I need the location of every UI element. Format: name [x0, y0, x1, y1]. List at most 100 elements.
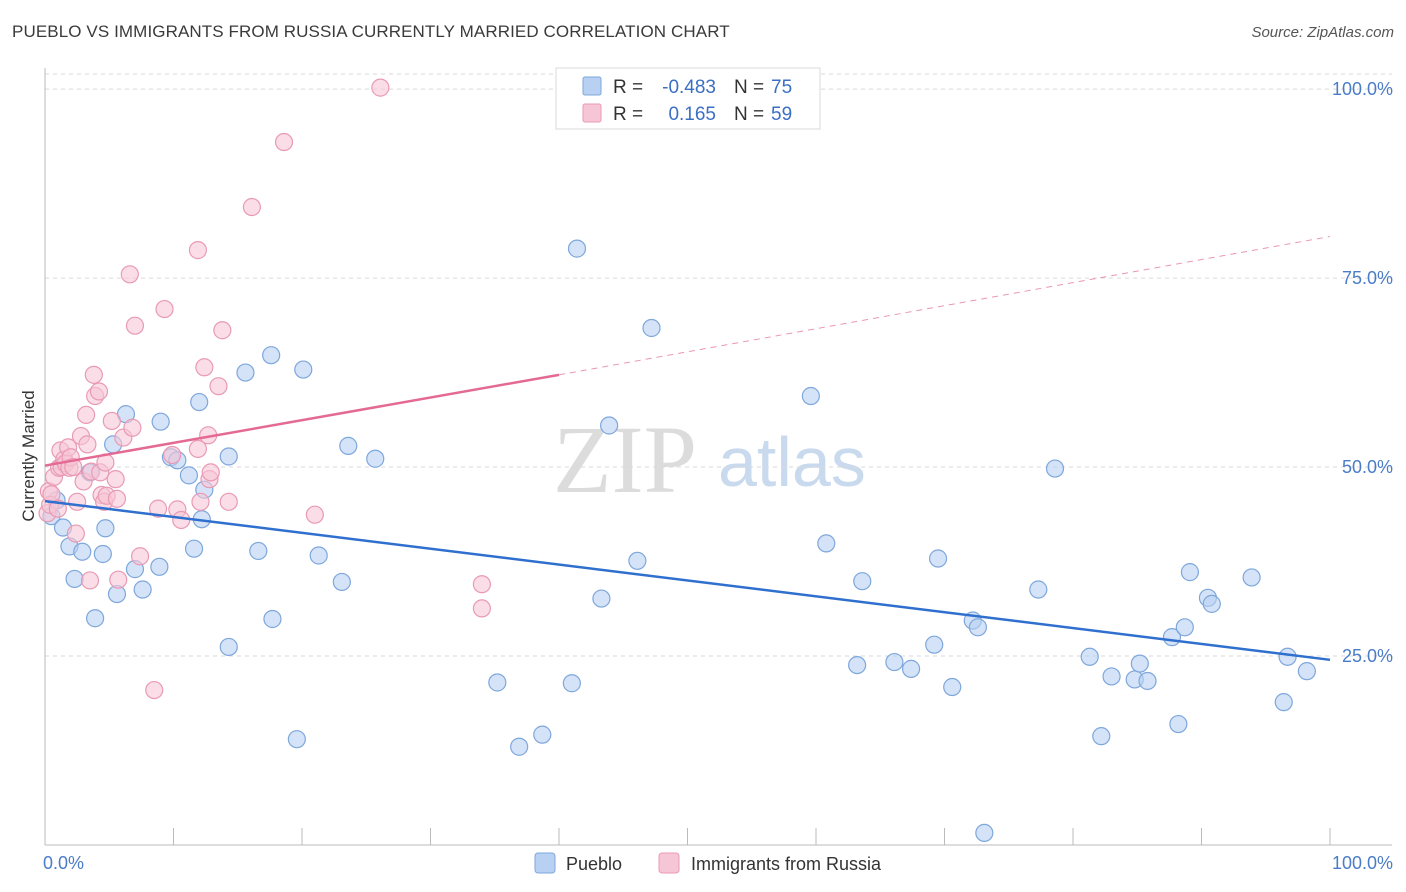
pueblo-point-5: [73, 542, 92, 561]
pueblo-point-29: [263, 609, 282, 629]
y-tick-label-3: 100.0%: [1332, 79, 1393, 99]
pueblo-point-19: [179, 466, 199, 485]
russia-point-34: [109, 570, 128, 589]
legend-n-value-2: 59: [771, 104, 792, 125]
russia-point-45: [172, 510, 191, 530]
pueblo-point-73: [1278, 647, 1297, 666]
pueblo-point-61: [1102, 667, 1121, 686]
russia-point-41: [148, 499, 168, 518]
watermark-atlas: atlas: [718, 423, 866, 501]
russia-point-37: [123, 418, 142, 437]
pueblo-point-33: [332, 572, 351, 592]
russia-point-19: [77, 405, 96, 425]
pueblo-point-25: [219, 637, 238, 657]
pueblo-point-48: [848, 655, 867, 675]
x-tick-label-max: 100.0%: [1332, 853, 1393, 873]
legend-n-label-2: N =: [734, 104, 764, 125]
russia-point-52: [201, 463, 220, 482]
legend-r-value-2: 0.165: [668, 104, 716, 125]
pueblo-point-53: [943, 677, 962, 697]
pueblo-point-35: [366, 449, 385, 468]
russia-point-47: [188, 439, 208, 459]
pueblo-point-72: [1274, 693, 1293, 712]
pueblo-point-51: [925, 635, 944, 654]
pueblo-trend-line: [44, 499, 1331, 662]
y-tick-label-1: 50.0%: [1342, 457, 1393, 477]
pueblo-point-42: [600, 416, 619, 435]
pueblo-point-55: [968, 618, 988, 637]
pueblo-point-31: [294, 360, 313, 379]
pueblo-point-38: [533, 725, 552, 744]
pueblo-point-4: [65, 569, 84, 589]
pueblo-point-58: [1045, 459, 1065, 478]
pueblo-point-8: [93, 544, 112, 564]
pueblo-point-66: [1169, 714, 1188, 734]
series-legend: Pueblo Immigrants from Russia: [534, 852, 882, 874]
russia-point-46: [188, 241, 208, 260]
russia-point-58: [305, 505, 324, 524]
legend-r-label-1: R =: [613, 77, 643, 98]
russia-point-32: [106, 470, 125, 489]
pueblo-point-46: [817, 534, 836, 553]
russia-point-36: [120, 265, 139, 284]
russia-point-40: [145, 680, 164, 700]
pueblo-point-56: [975, 823, 994, 843]
legend-swatch-russia: [582, 103, 602, 123]
pueblo-point-71: [1242, 568, 1261, 587]
y-tick-labels: 25.0% 50.0% 75.0% 100.0%: [1332, 79, 1393, 666]
russia-point-57: [274, 132, 294, 152]
russia-point-14: [64, 457, 83, 477]
pueblo-point-37: [488, 673, 507, 692]
russia-point-20: [78, 435, 97, 454]
pueblo-point-20: [184, 539, 204, 558]
pueblo-point-52: [928, 549, 948, 568]
pueblo-point-15: [150, 557, 169, 576]
pueblo-point-57: [1029, 580, 1048, 599]
russia-point-53: [209, 377, 228, 396]
pueblo-point-63: [1130, 654, 1149, 673]
pueblo-point-7: [86, 609, 105, 628]
russia-point-42: [155, 299, 174, 319]
pueblo-point-16: [151, 412, 170, 431]
bottom-legend-label-russia: Immigrants from Russia: [691, 854, 882, 874]
russia-point-60: [472, 575, 491, 594]
russia-point-54: [213, 321, 232, 340]
bottom-legend-swatch-pueblo: [534, 852, 556, 874]
pueblo-point-28: [262, 346, 281, 365]
russia-point-49: [195, 358, 214, 377]
pueblo-point-21: [190, 392, 209, 412]
pueblo-point-67: [1175, 618, 1194, 637]
pueblo-point-34: [339, 436, 358, 455]
pueblo-point-9: [96, 519, 115, 538]
pueblo-point-36: [510, 737, 529, 756]
legend-swatch-pueblo: [582, 76, 602, 96]
russia-point-55: [219, 492, 238, 511]
russia-point-21: [80, 571, 100, 590]
russia-trend-extension: [558, 236, 1331, 376]
legend-r-value-1: -0.483: [662, 77, 716, 98]
russia-point-56: [242, 197, 261, 217]
pueblo-point-26: [236, 363, 255, 382]
pueblo-point-14: [133, 580, 152, 599]
y-axis-title: Currently Married: [19, 390, 38, 521]
russia-point-16: [68, 492, 87, 511]
y-tick-label-0: 25.0%: [1342, 646, 1393, 666]
russia-point-61: [472, 599, 491, 618]
pueblo-point-70: [1202, 594, 1221, 613]
x-tick-label-min: 0.0%: [43, 853, 84, 873]
x-ticks: [173, 828, 1331, 845]
russia-point-38: [125, 316, 145, 335]
pueblo-point-60: [1092, 727, 1111, 746]
chart-title: PUEBLO VS IMMIGRANTS FROM RUSSIA CURRENT…: [12, 22, 730, 41]
pueblo-point-49: [885, 652, 904, 672]
y-tick-label-2: 75.0%: [1342, 268, 1393, 288]
pueblo-point-47: [853, 572, 872, 591]
pueblo-point-24: [219, 447, 238, 466]
bottom-legend-swatch-russia: [658, 852, 680, 874]
pueblo-point-39: [592, 589, 611, 608]
pueblo-point-59: [1080, 647, 1099, 666]
russia-point-23: [84, 365, 103, 384]
russia-point-25: [89, 382, 109, 401]
russia-point-59: [371, 78, 390, 97]
